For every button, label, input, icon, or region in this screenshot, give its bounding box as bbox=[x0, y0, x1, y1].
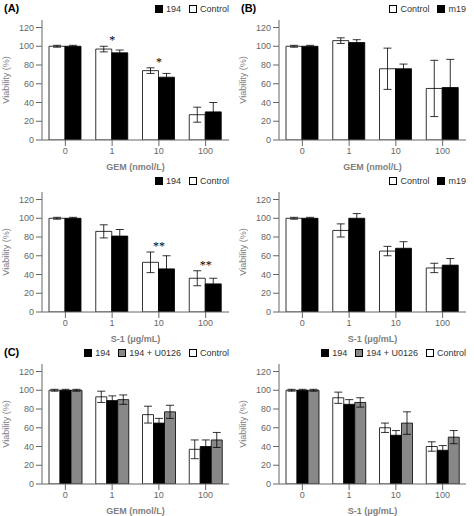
svg-text:120: 120 bbox=[19, 367, 34, 377]
svg-text:GEM (nmol/L): GEM (nmol/L) bbox=[106, 162, 165, 172]
svg-text:60: 60 bbox=[261, 251, 271, 261]
svg-text:10: 10 bbox=[154, 146, 164, 156]
svg-text:80: 80 bbox=[24, 232, 34, 242]
svg-text:80: 80 bbox=[261, 232, 271, 242]
svg-text:40: 40 bbox=[261, 98, 271, 108]
svg-text:100: 100 bbox=[19, 41, 34, 51]
html-text:194 + U0126: 194 + U0126 bbox=[129, 348, 181, 358]
svg-text:0: 0 bbox=[29, 135, 34, 145]
svg-text:1: 1 bbox=[347, 318, 352, 328]
svg-text:0: 0 bbox=[266, 479, 271, 489]
svg-text:1: 1 bbox=[347, 490, 352, 500]
svg-text:10: 10 bbox=[391, 318, 401, 328]
svg-text:100: 100 bbox=[256, 385, 271, 395]
svg-text:1: 1 bbox=[110, 146, 115, 156]
html-text:Control: Control bbox=[437, 348, 466, 358]
svg-text:40: 40 bbox=[24, 270, 34, 280]
svg-text:100: 100 bbox=[198, 318, 213, 328]
svg-text:60: 60 bbox=[24, 79, 34, 89]
svg-text:GEM (nmol/L): GEM (nmol/L) bbox=[106, 506, 165, 516]
html-text:(A): (A) bbox=[4, 2, 20, 14]
svg-text:40: 40 bbox=[261, 442, 271, 452]
svg-text:**: ** bbox=[153, 239, 165, 253]
svg-text:1: 1 bbox=[110, 490, 115, 500]
html-text:Control: Control bbox=[200, 348, 229, 358]
svg-text:GEM (nmol/L): GEM (nmol/L) bbox=[343, 162, 402, 172]
svg-text:60: 60 bbox=[261, 423, 271, 433]
svg-text:0: 0 bbox=[300, 490, 305, 500]
svg-text:0: 0 bbox=[63, 318, 68, 328]
svg-text:80: 80 bbox=[24, 60, 34, 70]
svg-text:100: 100 bbox=[19, 213, 34, 223]
svg-text:80: 80 bbox=[261, 60, 271, 70]
svg-text:Viability (%): Viability (%) bbox=[8, 228, 11, 275]
svg-text:0: 0 bbox=[29, 307, 34, 317]
html-text:(C): (C) bbox=[4, 346, 20, 358]
svg-text:120: 120 bbox=[256, 23, 271, 33]
svg-text:S-1 (μg/mL): S-1 (μg/mL) bbox=[348, 506, 398, 516]
svg-text:Viability (%): Viability (%) bbox=[8, 56, 11, 103]
svg-text:120: 120 bbox=[256, 367, 271, 377]
svg-text:20: 20 bbox=[261, 288, 271, 298]
svg-text:20: 20 bbox=[261, 460, 271, 470]
svg-text:Viability (%): Viability (%) bbox=[8, 400, 11, 447]
svg-text:0: 0 bbox=[300, 146, 305, 156]
svg-text:10: 10 bbox=[391, 146, 401, 156]
html-text:m19: m19 bbox=[448, 4, 466, 14]
svg-text:100: 100 bbox=[198, 146, 213, 156]
svg-text:100: 100 bbox=[198, 490, 213, 500]
svg-text:**: ** bbox=[200, 258, 212, 272]
svg-text:1: 1 bbox=[110, 318, 115, 328]
svg-text:100: 100 bbox=[435, 318, 450, 328]
svg-text:1: 1 bbox=[347, 146, 352, 156]
svg-text:40: 40 bbox=[261, 270, 271, 280]
svg-text:0: 0 bbox=[63, 146, 68, 156]
html-text:Control: Control bbox=[400, 176, 430, 186]
html-text:Control: Control bbox=[200, 4, 229, 14]
svg-text:0: 0 bbox=[266, 135, 271, 145]
svg-text:10: 10 bbox=[154, 318, 164, 328]
svg-text:60: 60 bbox=[261, 79, 271, 89]
svg-text:Viability (%): Viability (%) bbox=[238, 228, 248, 275]
svg-text:120: 120 bbox=[19, 23, 34, 33]
svg-text:*: * bbox=[109, 33, 115, 47]
svg-text:60: 60 bbox=[24, 251, 34, 261]
svg-text:60: 60 bbox=[24, 423, 34, 433]
svg-text:0: 0 bbox=[63, 490, 68, 500]
html-text:Control: Control bbox=[200, 176, 229, 186]
svg-text:0: 0 bbox=[29, 479, 34, 489]
svg-text:120: 120 bbox=[19, 195, 34, 205]
html-text:194: 194 bbox=[95, 348, 111, 358]
svg-text:80: 80 bbox=[261, 404, 271, 414]
svg-text:S-1 (μg/mL): S-1 (μg/mL) bbox=[111, 334, 161, 344]
html-text:Control: Control bbox=[400, 4, 430, 14]
svg-text:100: 100 bbox=[256, 41, 271, 51]
svg-text:100: 100 bbox=[19, 385, 34, 395]
svg-text:100: 100 bbox=[435, 146, 450, 156]
svg-text:S-1 (μg/mL): S-1 (μg/mL) bbox=[348, 334, 398, 344]
html-text:(B): (B) bbox=[241, 2, 257, 14]
svg-text:10: 10 bbox=[391, 490, 401, 500]
svg-text:80: 80 bbox=[24, 404, 34, 414]
svg-text:20: 20 bbox=[24, 116, 34, 126]
svg-text:10: 10 bbox=[154, 490, 164, 500]
svg-text:0: 0 bbox=[300, 318, 305, 328]
svg-text:40: 40 bbox=[24, 98, 34, 108]
svg-text:Viability (%): Viability (%) bbox=[238, 400, 248, 447]
html-text:194: 194 bbox=[166, 4, 181, 14]
svg-text:120: 120 bbox=[256, 195, 271, 205]
html-text:m19: m19 bbox=[448, 176, 466, 186]
svg-text:*: * bbox=[156, 55, 162, 69]
html-text:194: 194 bbox=[332, 348, 348, 358]
html-text:194: 194 bbox=[166, 176, 181, 186]
svg-text:Viability (%): Viability (%) bbox=[238, 56, 248, 103]
html-text:194 + U0126: 194 + U0126 bbox=[366, 348, 418, 358]
svg-text:40: 40 bbox=[24, 442, 34, 452]
svg-text:20: 20 bbox=[24, 460, 34, 470]
svg-text:100: 100 bbox=[435, 490, 450, 500]
svg-text:100: 100 bbox=[256, 213, 271, 223]
svg-text:20: 20 bbox=[24, 288, 34, 298]
svg-text:0: 0 bbox=[266, 307, 271, 317]
svg-text:20: 20 bbox=[261, 116, 271, 126]
